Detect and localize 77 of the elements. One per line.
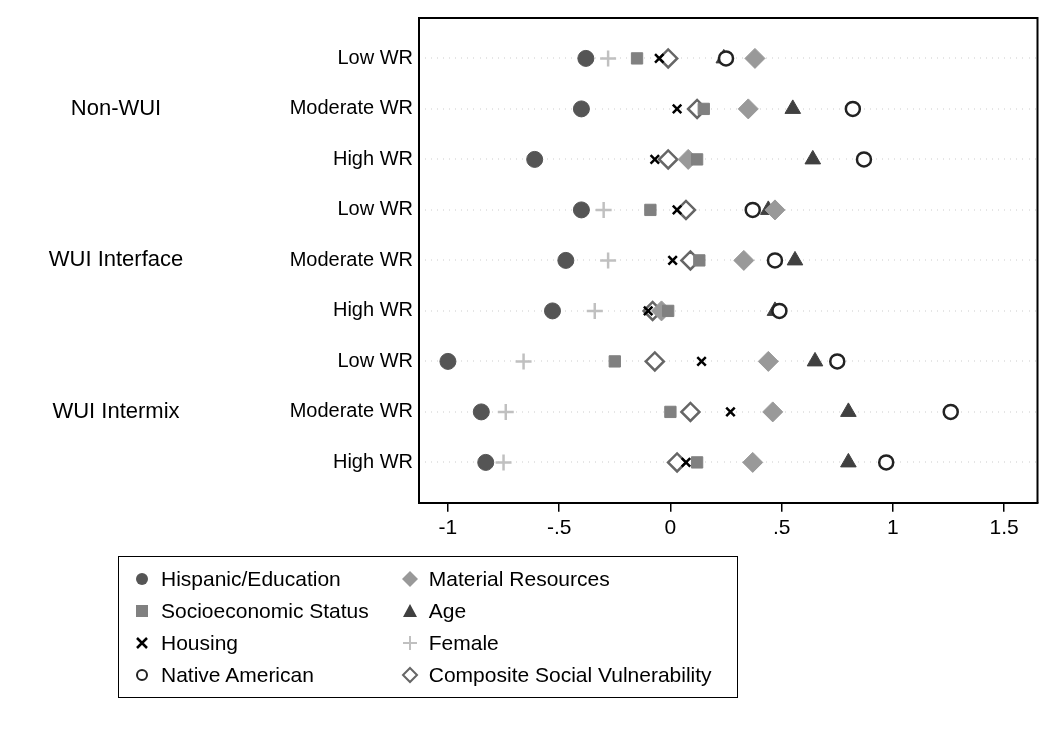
x-tick-label: 1.5: [989, 515, 1019, 539]
point: [697, 102, 710, 116]
point: [829, 353, 846, 370]
point: [585, 301, 605, 321]
legend-label: Composite Social Vulnerability: [428, 663, 712, 687]
y-tick-label: Low WR: [337, 197, 413, 220]
x-tick-label: -1: [438, 515, 458, 539]
point: [572, 201, 590, 219]
point: [693, 254, 706, 267]
legend-label: Native American: [161, 663, 314, 687]
text: WUI Intermix: [52, 397, 180, 423]
legend-label: Hispanic/Education: [161, 567, 341, 591]
point: [744, 47, 766, 69]
point: [680, 456, 692, 468]
point: [630, 52, 644, 65]
point: [766, 252, 784, 269]
y-tick-label: Moderate WR: [289, 96, 413, 119]
point: [690, 153, 704, 166]
point: [644, 351, 666, 372]
point: [577, 49, 595, 67]
point: [742, 451, 764, 473]
point: [526, 150, 544, 168]
point: [644, 203, 657, 217]
point: [572, 100, 590, 118]
legend-label: Socioeconomic Status: [161, 599, 369, 623]
y-tick-label: Moderate WR: [289, 247, 413, 270]
point: [764, 199, 786, 221]
point: [844, 100, 862, 118]
x-tick-label: -.5: [546, 515, 572, 539]
y-tick-label: Low WR: [337, 348, 413, 371]
point: [653, 52, 665, 64]
point: [598, 251, 618, 270]
point: [494, 453, 513, 472]
point: [696, 355, 708, 367]
point: [514, 352, 533, 371]
point: [733, 249, 755, 271]
legend-label: Housing: [161, 631, 239, 655]
legend-label: Material Resources: [428, 567, 610, 591]
point: [671, 103, 683, 115]
point: [472, 403, 490, 421]
point: [744, 201, 761, 219]
point: [724, 406, 736, 418]
point: [496, 402, 516, 422]
y-tick-label: Moderate WR: [289, 399, 413, 422]
point: [690, 456, 704, 469]
point: [557, 251, 575, 269]
point: [667, 254, 679, 266]
point: [477, 453, 495, 471]
point: [543, 302, 561, 320]
point: [608, 355, 621, 368]
point: [737, 98, 759, 120]
point: [855, 151, 873, 168]
point: [439, 352, 457, 370]
point: [762, 401, 784, 423]
text: Non-WUI: [70, 94, 162, 120]
point: [657, 149, 679, 170]
point: [594, 200, 613, 220]
x-tick-label: 0: [664, 515, 677, 539]
point: [942, 403, 959, 421]
legend-label: Age: [428, 599, 467, 623]
y-tick-label: Low WR: [337, 45, 413, 68]
x-tick-label: .5: [772, 515, 791, 539]
legend-label: Female: [428, 631, 499, 655]
point: [757, 350, 779, 372]
y-tick-label: High WR: [332, 298, 413, 321]
y-tick-label: High WR: [332, 449, 413, 472]
point: [664, 405, 677, 419]
x-tick-label: 1: [887, 515, 899, 539]
point: [771, 302, 788, 320]
point: [598, 49, 618, 68]
point: [680, 401, 701, 423]
point: [649, 153, 661, 165]
y-tick-label: High WR: [332, 146, 413, 169]
point: [671, 204, 683, 216]
point: [662, 304, 675, 318]
text: WUI Interface: [48, 246, 184, 272]
point: [877, 454, 895, 471]
